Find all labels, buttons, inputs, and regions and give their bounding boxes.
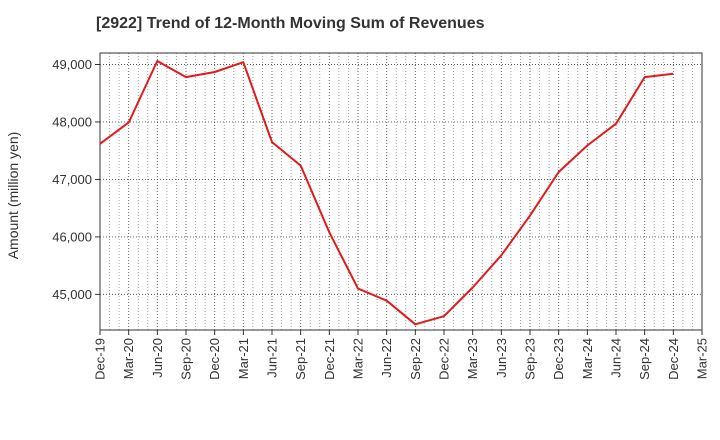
y-tick-label: 45,000 xyxy=(52,287,92,302)
x-tick-label: Sep-21 xyxy=(293,338,308,380)
chart-title: [2922] Trend of 12-Month Moving Sum of R… xyxy=(96,15,485,32)
x-tick-label: Jun-23 xyxy=(494,338,509,378)
x-tick-label: Dec-20 xyxy=(207,338,222,380)
x-tick-label: Dec-21 xyxy=(322,338,337,380)
x-tick-label: Sep-20 xyxy=(179,338,194,380)
y-axis-label: Amount (million yen) xyxy=(5,132,21,260)
x-tick-label: Dec-23 xyxy=(551,338,566,380)
x-tick-label: Jun-20 xyxy=(150,338,165,378)
x-tick-label: Mar-24 xyxy=(580,338,595,379)
y-tick-label: 47,000 xyxy=(52,172,92,187)
y-tick-label: 48,000 xyxy=(52,114,92,129)
x-tick-label: Mar-25 xyxy=(695,338,710,379)
x-tick-label: Mar-23 xyxy=(465,338,480,379)
x-tick-label: Sep-23 xyxy=(523,338,538,380)
x-tick-label: Dec-19 xyxy=(93,338,108,380)
x-tick-label: Dec-24 xyxy=(666,338,681,380)
x-tick-label: Dec-22 xyxy=(437,338,452,380)
y-tick-label: 46,000 xyxy=(52,229,92,244)
x-tick-label: Sep-24 xyxy=(637,338,652,380)
x-tick-label: Jun-24 xyxy=(609,338,624,378)
plot-frame xyxy=(99,52,703,331)
x-tick-label: Jun-21 xyxy=(265,338,280,378)
x-tick-label: Mar-20 xyxy=(121,338,136,379)
x-tick-label: Jun-22 xyxy=(379,338,394,378)
series-line xyxy=(99,60,674,326)
x-tick-label: Mar-22 xyxy=(351,338,366,379)
x-tick-label: Sep-22 xyxy=(408,338,423,380)
y-tick-label: 49,000 xyxy=(52,57,92,72)
x-tick-label: Mar-21 xyxy=(236,338,251,379)
